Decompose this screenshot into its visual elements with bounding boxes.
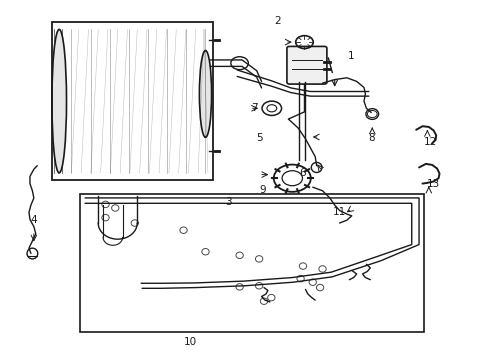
- Text: 13: 13: [426, 179, 439, 189]
- FancyBboxPatch shape: [286, 46, 326, 84]
- Ellipse shape: [199, 50, 211, 137]
- Text: 9: 9: [259, 185, 266, 195]
- Text: 5: 5: [255, 133, 262, 143]
- Text: 8: 8: [367, 133, 374, 143]
- Text: 3: 3: [225, 197, 232, 207]
- Text: 4: 4: [30, 215, 37, 225]
- Text: 10: 10: [184, 337, 197, 347]
- Bar: [52, 22, 212, 180]
- Text: 2: 2: [274, 17, 281, 27]
- Text: 12: 12: [423, 138, 436, 147]
- Text: 7: 7: [250, 103, 257, 113]
- Ellipse shape: [52, 30, 66, 173]
- Text: 1: 1: [347, 51, 353, 61]
- Text: 11: 11: [332, 207, 346, 217]
- Bar: [80, 194, 423, 332]
- Text: 6: 6: [299, 168, 305, 178]
